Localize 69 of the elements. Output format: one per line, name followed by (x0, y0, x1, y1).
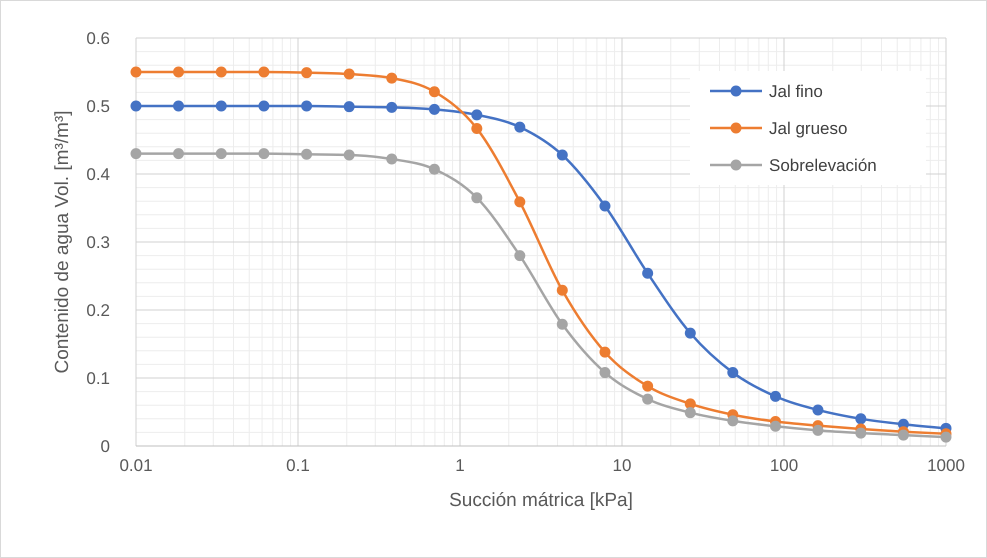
point (344, 68, 355, 80)
point (770, 390, 781, 402)
y-axis-title: Contenido de agua Vol. [m³/m³] (52, 110, 73, 374)
point (556, 318, 568, 330)
point (216, 66, 227, 78)
point (812, 424, 824, 436)
point (216, 100, 227, 112)
point (386, 154, 398, 165)
point (855, 413, 866, 424)
x-tick-label: 100 (770, 456, 798, 475)
point (173, 100, 184, 112)
x-axis-title: Succión mátrica [kPa] (449, 490, 633, 511)
point (173, 148, 184, 160)
point (642, 394, 654, 405)
point (386, 72, 398, 84)
point (855, 428, 866, 439)
point (599, 200, 610, 212)
y-tick-label: 0.3 (86, 233, 110, 252)
point (428, 86, 440, 98)
point (301, 100, 312, 112)
legend-label: Jal grueso (769, 119, 848, 138)
point (898, 430, 909, 441)
point (599, 367, 610, 378)
point (258, 100, 270, 112)
point (556, 149, 568, 160)
y-tick-label: 0.4 (86, 165, 110, 184)
point (684, 328, 696, 339)
point (684, 407, 696, 418)
y-tick-label: 0.6 (86, 29, 110, 48)
point (130, 148, 142, 160)
point (301, 67, 312, 78)
point (514, 196, 526, 208)
x-tick-label: 1 (455, 456, 465, 475)
point (471, 122, 482, 134)
point (727, 415, 738, 426)
point (812, 404, 824, 416)
x-tick-label: 1000 (927, 456, 965, 475)
legend-label: Sobrelevación (769, 156, 877, 175)
point (642, 380, 654, 392)
point (599, 346, 610, 358)
point (344, 101, 355, 112)
y-tick-label: 0.5 (86, 97, 110, 116)
point (216, 148, 227, 160)
point (258, 66, 270, 78)
point (514, 122, 526, 133)
point (130, 66, 142, 78)
x-tick-label: 0.1 (286, 456, 310, 475)
legend-label: Jal fino (769, 82, 823, 101)
y-tick-label: 0.1 (86, 369, 110, 388)
x-tick-label: 0.01 (119, 456, 153, 475)
point (556, 284, 568, 296)
point (727, 367, 738, 378)
point (173, 66, 184, 78)
point (514, 250, 526, 262)
point (471, 192, 482, 204)
point (386, 102, 398, 113)
point (301, 148, 312, 160)
point (258, 148, 270, 160)
point (471, 109, 482, 120)
point (428, 164, 440, 175)
point (940, 432, 952, 443)
y-tick-label: 0 (100, 437, 110, 456)
y-tick-label: 0.2 (86, 301, 110, 320)
x-tick-label: 10 (612, 456, 632, 475)
point (344, 149, 355, 160)
point (428, 104, 440, 115)
point (642, 268, 654, 279)
point (130, 100, 142, 112)
point (770, 420, 781, 432)
